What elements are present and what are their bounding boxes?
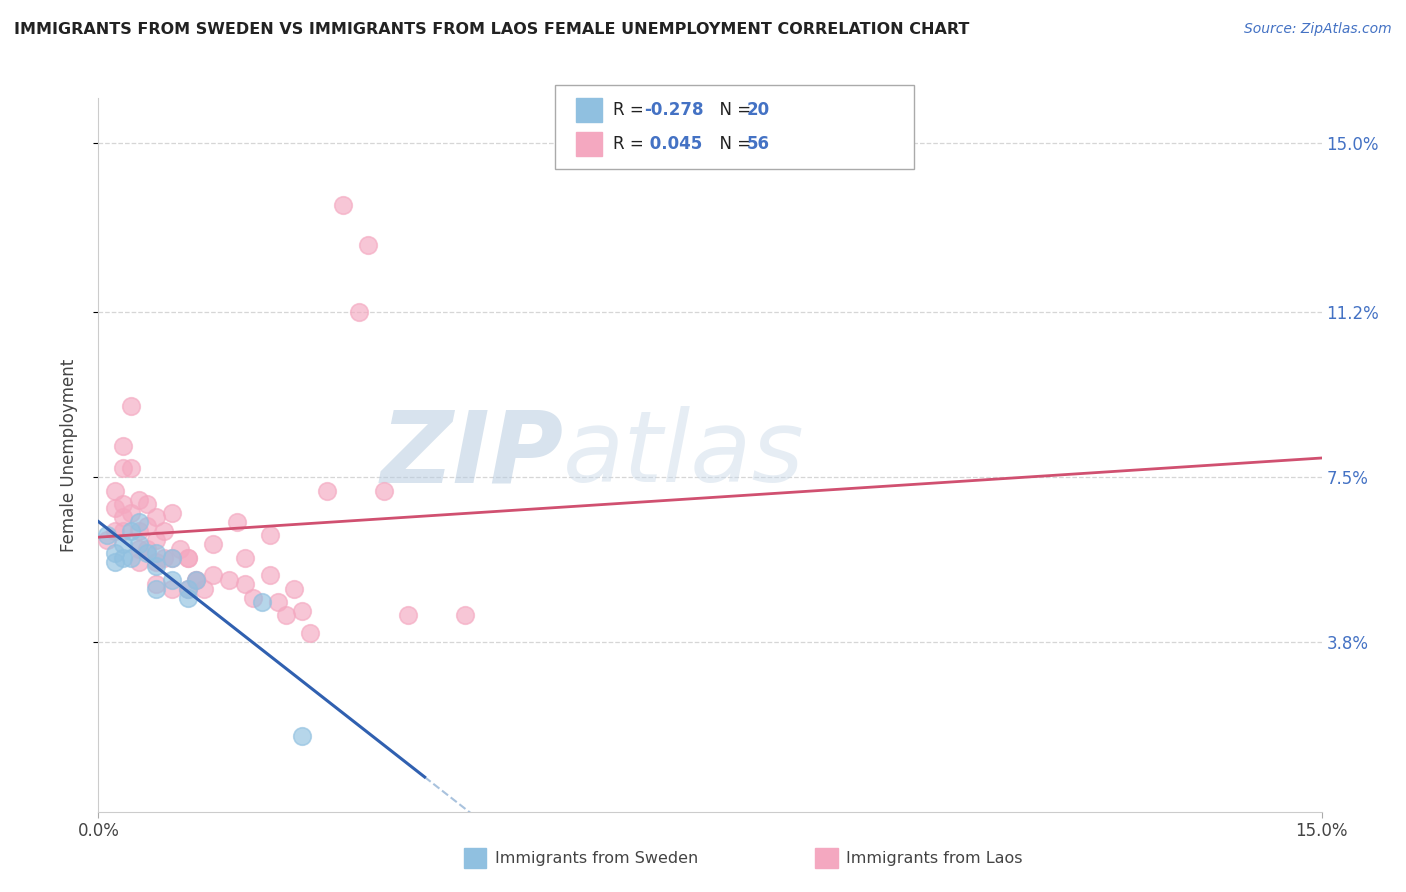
Point [145, 559, 167, 574]
Text: ZIP: ZIP [380, 407, 564, 503]
Text: -0.278: -0.278 [644, 101, 703, 120]
Point [177, 582, 200, 596]
Point [233, 577, 256, 591]
Point [136, 541, 159, 556]
Point [226, 515, 249, 529]
Point [332, 198, 354, 212]
Point [104, 501, 127, 516]
Point [454, 608, 477, 623]
Point [111, 461, 134, 475]
Point [152, 550, 174, 565]
Point [111, 439, 134, 453]
Point [242, 591, 264, 605]
Point [145, 510, 167, 524]
Point [120, 550, 142, 565]
Point [186, 573, 208, 587]
Text: N =: N = [709, 135, 756, 153]
Text: Immigrants from Sweden: Immigrants from Sweden [495, 851, 699, 865]
Point [299, 626, 322, 640]
Point [128, 541, 150, 556]
Point [160, 582, 183, 596]
Point [186, 573, 208, 587]
Point [267, 595, 290, 609]
Point [120, 524, 142, 538]
Text: 0.045: 0.045 [644, 135, 702, 153]
Text: Source: ZipAtlas.com: Source: ZipAtlas.com [1244, 22, 1392, 37]
Point [104, 524, 127, 538]
Point [259, 568, 281, 582]
Point [291, 729, 314, 743]
Point [186, 573, 208, 587]
Text: N =: N = [709, 101, 756, 120]
Point [104, 483, 127, 498]
Point [111, 537, 134, 551]
Point [201, 568, 224, 582]
Point [128, 537, 150, 551]
Point [145, 546, 167, 560]
Point [160, 573, 183, 587]
Point [201, 537, 224, 551]
Text: R =: R = [613, 101, 650, 120]
Point [169, 541, 191, 556]
Point [120, 506, 142, 520]
Point [177, 550, 200, 565]
Point [274, 608, 297, 623]
Point [136, 497, 159, 511]
Point [128, 492, 150, 507]
Point [120, 399, 142, 413]
Point [160, 506, 183, 520]
Point [259, 528, 281, 542]
Point [396, 608, 419, 623]
Y-axis label: Female Unemployment: Female Unemployment [59, 359, 77, 551]
Point [233, 550, 256, 565]
Point [291, 604, 314, 618]
Point [145, 582, 167, 596]
Point [128, 524, 150, 538]
Point [111, 497, 134, 511]
Point [177, 582, 200, 596]
Point [373, 483, 395, 498]
Point [283, 582, 305, 596]
Point [128, 515, 150, 529]
Point [315, 483, 337, 498]
Point [111, 550, 134, 565]
Point [145, 533, 167, 547]
Point [111, 510, 134, 524]
Point [177, 550, 200, 565]
Text: R =: R = [613, 135, 650, 153]
Text: atlas: atlas [564, 407, 804, 503]
Point [136, 519, 159, 533]
Text: 56: 56 [747, 135, 769, 153]
Point [250, 595, 273, 609]
Point [145, 577, 167, 591]
Point [218, 573, 240, 587]
Point [120, 461, 142, 475]
Point [96, 533, 118, 547]
Point [128, 555, 150, 569]
Text: 20: 20 [747, 101, 769, 120]
Point [96, 528, 118, 542]
Point [136, 546, 159, 560]
Point [152, 524, 174, 538]
Text: IMMIGRANTS FROM SWEDEN VS IMMIGRANTS FROM LAOS FEMALE UNEMPLOYMENT CORRELATION C: IMMIGRANTS FROM SWEDEN VS IMMIGRANTS FRO… [14, 22, 969, 37]
Point [356, 238, 378, 252]
Point [104, 555, 127, 569]
Point [177, 591, 200, 605]
Point [160, 550, 183, 565]
Point [193, 582, 215, 596]
Point [349, 305, 371, 319]
Point [145, 555, 167, 569]
Point [104, 546, 127, 560]
Point [111, 524, 134, 538]
Point [160, 550, 183, 565]
Text: Immigrants from Laos: Immigrants from Laos [846, 851, 1024, 865]
